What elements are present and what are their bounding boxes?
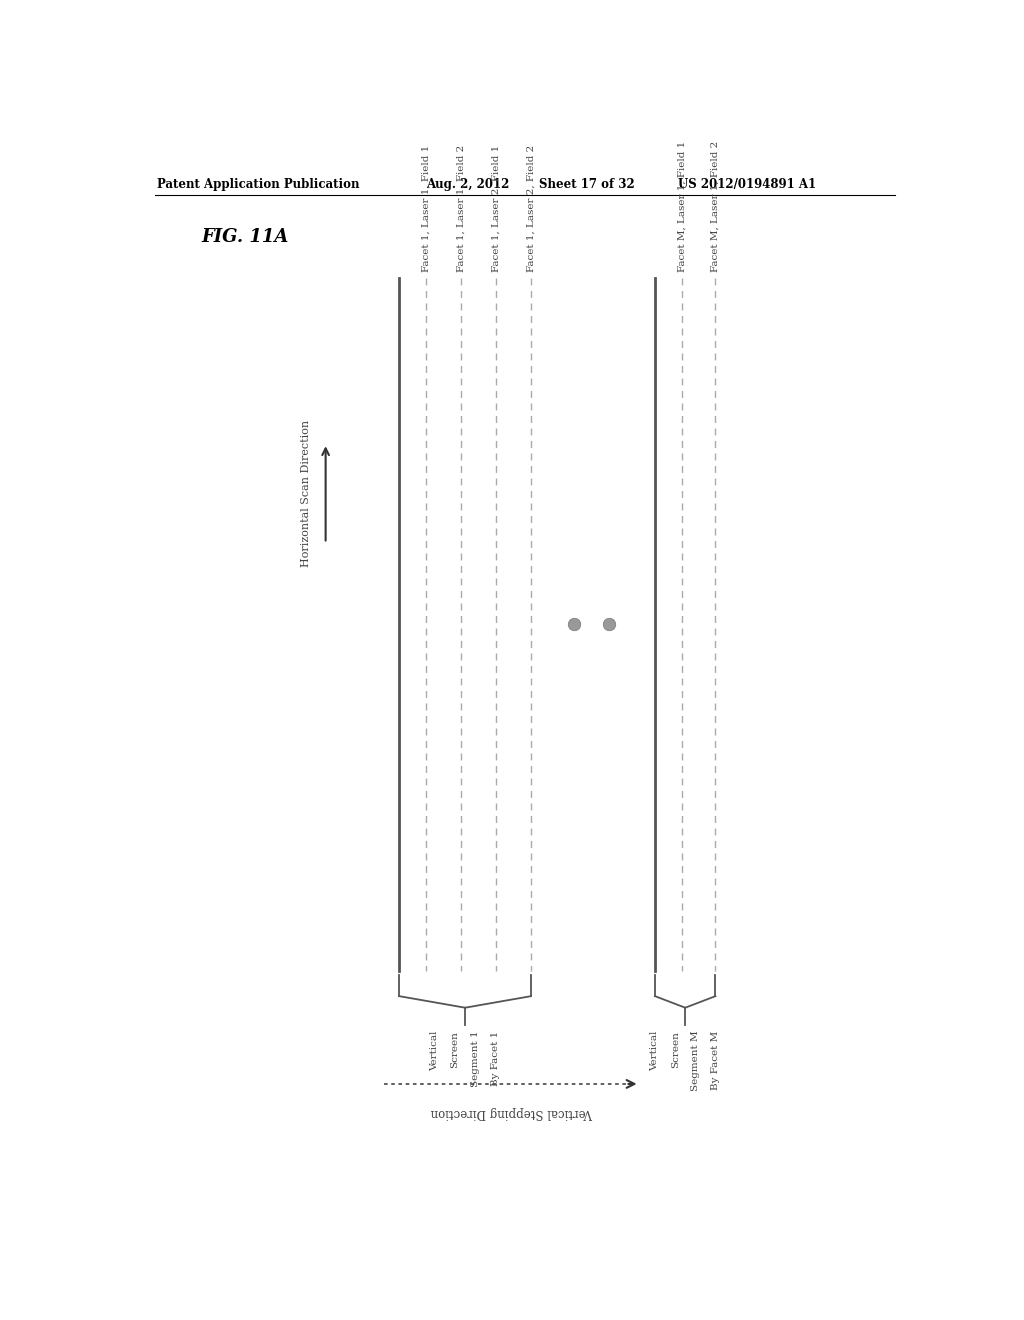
Text: Vertical: Vertical bbox=[650, 1031, 659, 1072]
Text: Facet 1, Laser 2, Field 1: Facet 1, Laser 2, Field 1 bbox=[492, 144, 501, 272]
Text: Segment M: Segment M bbox=[691, 1031, 699, 1092]
Text: By Facet M: By Facet M bbox=[711, 1031, 720, 1090]
Text: Vertical: Vertical bbox=[430, 1031, 439, 1072]
Text: Aug. 2, 2012: Aug. 2, 2012 bbox=[426, 178, 510, 190]
Text: Facet 1, Laser 1, Field 2: Facet 1, Laser 1, Field 2 bbox=[457, 144, 466, 272]
Text: Patent Application Publication: Patent Application Publication bbox=[158, 178, 360, 190]
Text: Facet M, Laser 1, Field 1: Facet M, Laser 1, Field 1 bbox=[678, 140, 687, 272]
Text: By Facet 1: By Facet 1 bbox=[490, 1031, 500, 1086]
Text: Sheet 17 of 32: Sheet 17 of 32 bbox=[539, 178, 635, 190]
Text: Facet M, Laser 1, Field 2: Facet M, Laser 1, Field 2 bbox=[711, 140, 720, 272]
Text: Facet 1, Laser 1, Field 1: Facet 1, Laser 1, Field 1 bbox=[422, 144, 431, 272]
Text: Screen: Screen bbox=[671, 1031, 680, 1068]
Text: Vertical Stepping Direction: Vertical Stepping Direction bbox=[430, 1106, 593, 1118]
Text: Facet 1, Laser 2, Field 2: Facet 1, Laser 2, Field 2 bbox=[526, 144, 536, 272]
Text: Screen: Screen bbox=[451, 1031, 460, 1068]
Text: Segment 1: Segment 1 bbox=[471, 1031, 479, 1088]
Text: Horizontal Scan Direction: Horizontal Scan Direction bbox=[301, 420, 311, 566]
Text: FIG. 11A: FIG. 11A bbox=[202, 227, 289, 246]
Text: US 2012/0194891 A1: US 2012/0194891 A1 bbox=[678, 178, 816, 190]
